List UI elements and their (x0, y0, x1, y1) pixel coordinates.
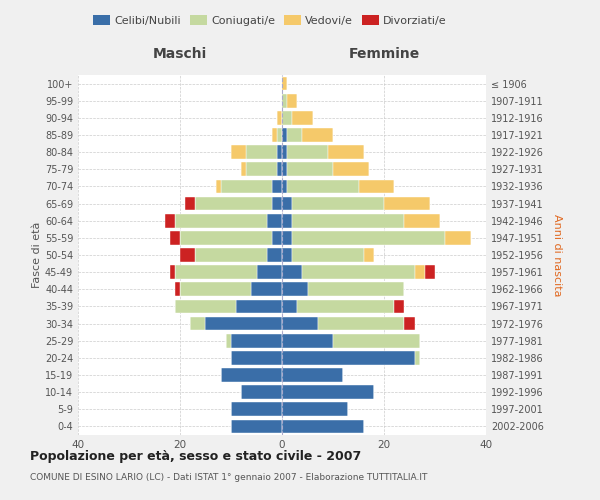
Bar (282, 128, 287, 142)
Bar (359, 180, 394, 194)
Bar (267, 248, 282, 262)
Bar (277, 162, 282, 176)
Bar (216, 180, 221, 194)
Bar (272, 180, 282, 194)
Bar (196, 196, 272, 210)
Bar (221, 368, 282, 382)
Bar (226, 334, 231, 347)
Bar (292, 111, 313, 124)
Legend: Celibi/Nubili, Coniugati/e, Vedovi/e, Divorziati/e: Celibi/Nubili, Coniugati/e, Vedovi/e, Di… (89, 10, 451, 30)
Bar (287, 94, 298, 108)
Text: Popolazione per età, sesso e stato civile - 2007: Popolazione per età, sesso e stato civil… (30, 450, 361, 463)
Bar (333, 334, 420, 347)
Bar (282, 231, 292, 244)
Bar (282, 282, 308, 296)
Bar (175, 266, 257, 279)
Bar (425, 266, 435, 279)
Bar (282, 196, 292, 210)
Bar (277, 111, 282, 124)
Bar (170, 231, 180, 244)
Bar (302, 266, 415, 279)
Bar (190, 316, 206, 330)
Bar (282, 300, 298, 314)
Bar (318, 316, 404, 330)
Bar (236, 300, 282, 314)
Bar (231, 420, 282, 434)
Bar (287, 180, 359, 194)
Bar (282, 368, 343, 382)
Bar (272, 196, 282, 210)
Bar (282, 420, 364, 434)
Bar (415, 266, 425, 279)
Bar (247, 146, 277, 159)
Bar (282, 248, 292, 262)
Bar (221, 180, 272, 194)
Bar (231, 334, 282, 347)
Bar (241, 162, 247, 176)
Bar (247, 162, 277, 176)
Bar (231, 402, 282, 416)
Text: Maschi: Maschi (153, 46, 207, 60)
Bar (445, 231, 471, 244)
Bar (180, 231, 272, 244)
Bar (241, 386, 282, 399)
Bar (282, 111, 292, 124)
Bar (175, 214, 267, 228)
Bar (287, 128, 302, 142)
Bar (277, 146, 282, 159)
Bar (384, 196, 430, 210)
Bar (282, 351, 415, 364)
Bar (287, 162, 333, 176)
Bar (165, 214, 175, 228)
Bar (282, 76, 287, 90)
Bar (282, 316, 318, 330)
Bar (206, 316, 282, 330)
Bar (231, 351, 282, 364)
Bar (175, 282, 180, 296)
Bar (282, 386, 374, 399)
Bar (180, 248, 196, 262)
Bar (298, 300, 394, 314)
Bar (180, 282, 251, 296)
Bar (328, 146, 364, 159)
Bar (282, 94, 287, 108)
Bar (282, 146, 287, 159)
Y-axis label: Fasce di età: Fasce di età (32, 222, 42, 288)
Bar (282, 180, 287, 194)
Text: Femmine: Femmine (349, 46, 419, 60)
Bar (302, 128, 333, 142)
Bar (282, 402, 349, 416)
Bar (282, 334, 333, 347)
Bar (272, 231, 282, 244)
Bar (308, 282, 404, 296)
Bar (267, 214, 282, 228)
Bar (292, 248, 364, 262)
Y-axis label: Anni di nascita: Anni di nascita (552, 214, 562, 296)
Bar (231, 146, 247, 159)
Bar (282, 162, 287, 176)
Bar (364, 248, 374, 262)
Bar (394, 300, 404, 314)
Bar (415, 351, 420, 364)
Bar (277, 128, 282, 142)
Text: COMUNE DI ESINO LARIO (LC) - Dati ISTAT 1° gennaio 2007 - Elaborazione TUTTITALI: COMUNE DI ESINO LARIO (LC) - Dati ISTAT … (30, 472, 427, 482)
Bar (292, 214, 404, 228)
Bar (196, 248, 267, 262)
Bar (257, 266, 282, 279)
Bar (282, 214, 292, 228)
Bar (292, 231, 445, 244)
Bar (287, 146, 328, 159)
Bar (272, 128, 277, 142)
Bar (251, 282, 282, 296)
Bar (333, 162, 369, 176)
Bar (170, 266, 175, 279)
Bar (404, 316, 415, 330)
Bar (175, 300, 236, 314)
Bar (292, 196, 384, 210)
Bar (282, 266, 302, 279)
Bar (404, 214, 440, 228)
Bar (185, 196, 196, 210)
